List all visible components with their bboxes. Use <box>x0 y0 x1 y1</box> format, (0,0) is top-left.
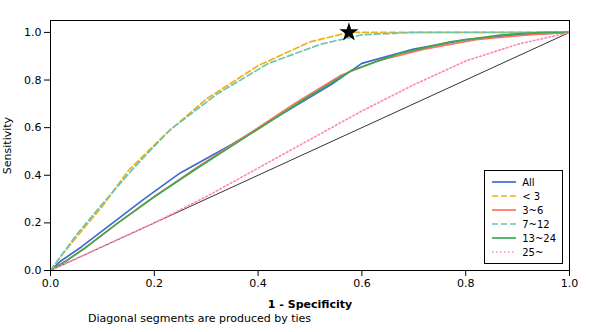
html-text:3~6: 3~6 <box>522 204 544 216</box>
html-text:25~: 25~ <box>522 246 544 258</box>
svg-text:0.4: 0.4 <box>24 169 42 182</box>
svg-text:1.0: 1.0 <box>561 277 579 290</box>
svg-text:1 - Specificity: 1 - Specificity <box>268 298 352 311</box>
html-text:7~12: 7~12 <box>522 218 550 230</box>
html-text:< 3: < 3 <box>522 190 541 202</box>
svg-text:0.8: 0.8 <box>457 277 475 290</box>
html-text:All: All <box>522 176 535 188</box>
svg-text:0.8: 0.8 <box>24 74 42 87</box>
svg-text:0.6: 0.6 <box>353 277 371 290</box>
svg-text:0.0: 0.0 <box>42 277 60 290</box>
html-text:Diagonal segments are produced: Diagonal segments are produced by ties <box>88 312 312 325</box>
svg-text:0.4: 0.4 <box>249 277 267 290</box>
svg-text:0.2: 0.2 <box>24 216 42 229</box>
svg-text:0.2: 0.2 <box>146 277 164 290</box>
svg-text:1.0: 1.0 <box>24 26 42 39</box>
svg-text:0.0: 0.0 <box>24 264 42 277</box>
html-text:13~24: 13~24 <box>522 232 556 244</box>
svg-text:Sensitivity: Sensitivity <box>1 116 14 174</box>
svg-text:0.6: 0.6 <box>24 121 42 134</box>
